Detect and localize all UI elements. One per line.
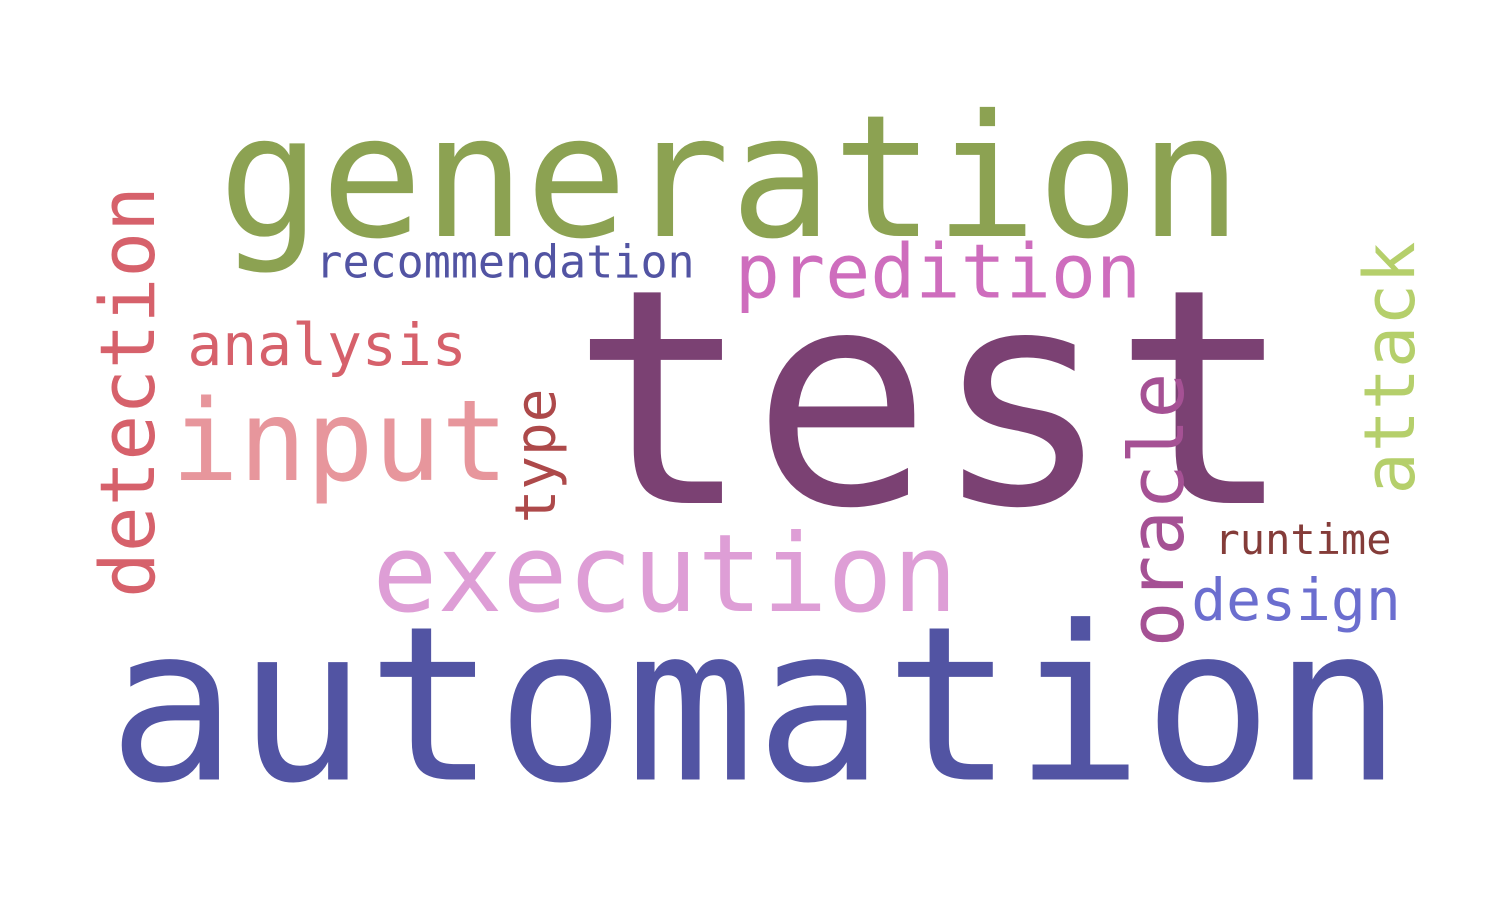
word-execution: execution — [372, 512, 958, 637]
word-generation: generation — [218, 79, 1242, 277]
word-predition: predition — [734, 227, 1142, 316]
word-attack: attack — [1349, 241, 1431, 495]
word-oracle: oracle — [1112, 372, 1201, 648]
word-automation: automation — [107, 579, 1403, 831]
word-runtime: runtime — [1214, 515, 1392, 564]
word-type: type — [504, 388, 569, 524]
word-analysis: analysis — [187, 311, 467, 379]
word-design: design — [1191, 566, 1401, 634]
word-test: test — [570, 225, 1294, 574]
word-detection: detection — [83, 186, 172, 598]
word-recommendation: recommendation — [315, 235, 695, 289]
word-input: input — [171, 377, 509, 507]
